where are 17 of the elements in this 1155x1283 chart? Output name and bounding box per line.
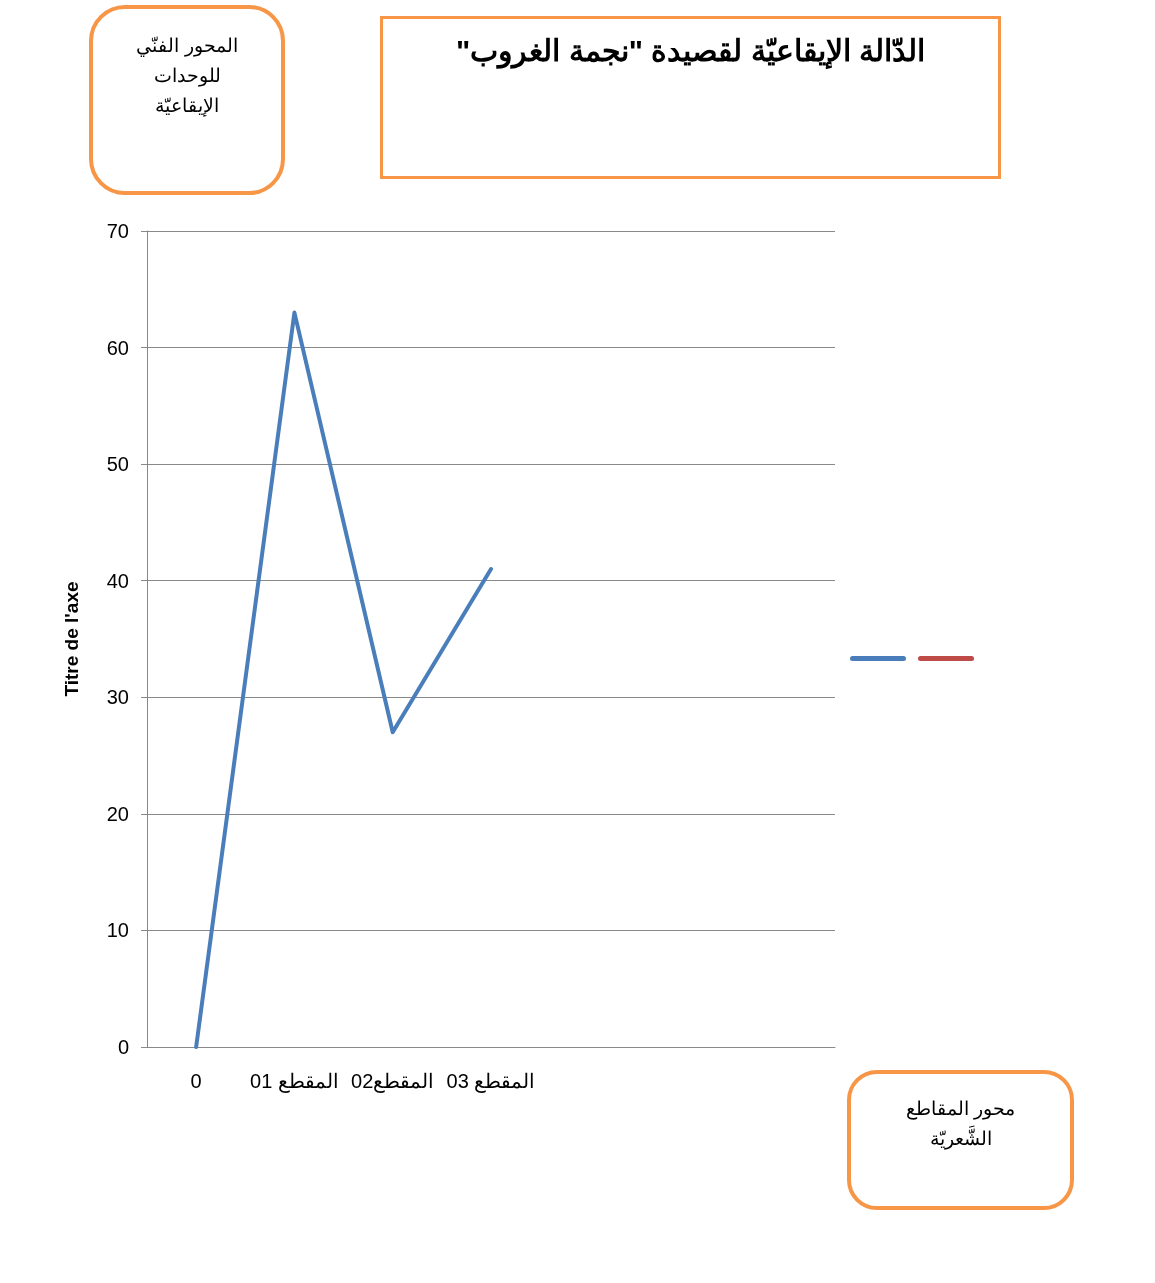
y-tick-label: 30 bbox=[106, 686, 129, 709]
y-tick-label: 40 bbox=[106, 569, 129, 592]
y-axis-title: Titre de l'axe bbox=[61, 581, 82, 697]
y-tick-label: 70 bbox=[106, 220, 129, 242]
x-tick-label: المقطع 01 bbox=[250, 1070, 339, 1093]
y-tick-label: 0 bbox=[117, 1036, 129, 1058]
text: محور المقاطع الشَّعريّة bbox=[847, 1070, 1074, 1210]
y-tick-label: 20 bbox=[106, 802, 129, 825]
y-tick-label: 10 bbox=[106, 919, 129, 942]
x-tick-label: المقطع02 bbox=[351, 1070, 435, 1093]
text: المحور الفنّي للوحدات الإيقاعيّة bbox=[89, 5, 285, 195]
chart-title: الدّالة الإيقاعيّة لقصيدة "نجمة الغروب" bbox=[380, 16, 1001, 179]
x-tick-label: 0 bbox=[190, 1070, 202, 1092]
y-tick-label: 50 bbox=[106, 453, 129, 476]
line-series bbox=[194, 310, 493, 1049]
x-tick-label: المقطع 03 bbox=[446, 1070, 536, 1093]
y-tick-label: 60 bbox=[106, 336, 129, 359]
